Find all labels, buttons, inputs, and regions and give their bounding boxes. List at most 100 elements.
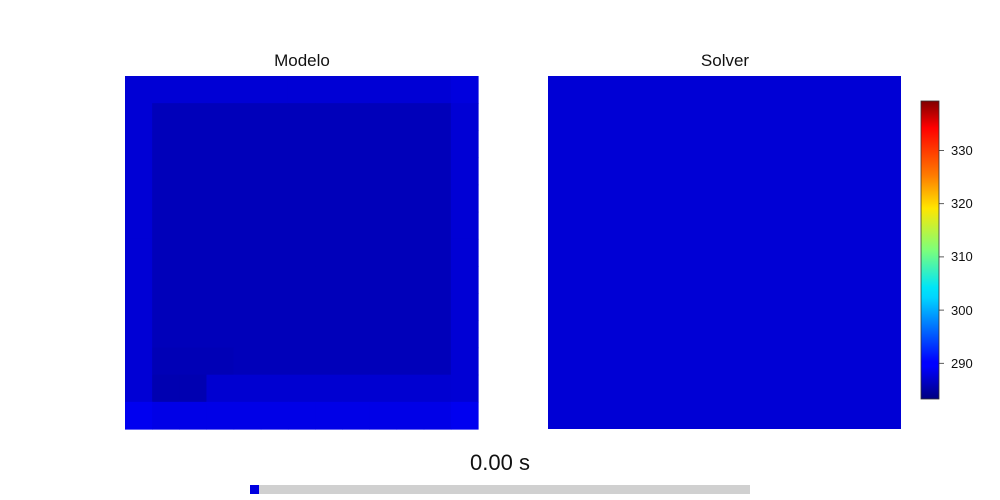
heatmap-cell xyxy=(179,266,208,294)
heatmap-cell xyxy=(260,266,289,294)
time-label: 0.00 s xyxy=(470,450,530,475)
heatmap-cell xyxy=(342,130,370,159)
heatmap-cell xyxy=(152,374,180,403)
heatmap-cell xyxy=(125,184,153,213)
heatmap-cell xyxy=(315,266,343,294)
colorbar-tick-label: 330 xyxy=(951,143,973,158)
heatmap-cell xyxy=(450,211,479,240)
heatmap-cell xyxy=(315,293,343,321)
heatmap-cell xyxy=(179,211,208,240)
heatmap-cell xyxy=(260,238,289,267)
heatmap-cell xyxy=(206,103,235,131)
heatmap-cell xyxy=(423,103,452,131)
heatmap-cell xyxy=(206,184,235,213)
heatmap-cell xyxy=(125,266,153,294)
heatmap-cell xyxy=(125,374,153,403)
heatmap-cell xyxy=(260,374,289,403)
heatmap-cell xyxy=(179,103,208,131)
heatmap-cell xyxy=(342,374,370,403)
heatmap-cell xyxy=(287,76,316,104)
heatmap-cell xyxy=(342,320,370,349)
heatmap-cell xyxy=(206,374,235,403)
heatmap-cell xyxy=(206,76,235,104)
time-slider[interactable] xyxy=(250,485,750,494)
heatmap-cell xyxy=(233,401,262,430)
heatmap-cell xyxy=(396,238,425,267)
heatmap-cell xyxy=(287,347,316,376)
heatmap-cell xyxy=(206,238,235,267)
heatmap-cell xyxy=(369,374,398,403)
heatmap-cell xyxy=(287,184,316,213)
heatmap-cell xyxy=(179,293,208,321)
time-slider-fill[interactable] xyxy=(250,485,259,494)
heatmap-cell xyxy=(396,293,425,321)
heatmap-cell xyxy=(342,211,370,240)
colorbar-tick-label: 310 xyxy=(951,249,973,265)
heatmap-cell xyxy=(396,130,425,159)
heatmap-cell xyxy=(287,157,316,186)
heatmap-cell xyxy=(260,130,289,159)
heatmap-cell xyxy=(152,293,180,321)
heatmap-cell xyxy=(152,347,180,376)
colorbar-tick-label: 290 xyxy=(951,355,973,371)
heatmap-cell xyxy=(287,211,316,240)
heatmap-cell xyxy=(315,320,343,349)
heatmap-cell xyxy=(260,157,289,186)
heatmap-cell xyxy=(315,347,343,376)
heatmap-cell xyxy=(315,103,343,131)
heatmap-cell xyxy=(233,130,262,159)
heatmap-cell xyxy=(342,103,370,131)
heatmap-cell xyxy=(287,401,316,430)
heatmap-cell xyxy=(260,401,289,430)
heatmap-cell xyxy=(450,238,479,267)
heatmap-cell xyxy=(369,238,398,267)
heatmap-cell xyxy=(179,157,208,186)
heatmap-cell xyxy=(369,347,398,376)
heatmap-cell xyxy=(315,211,343,240)
heatmap-cell xyxy=(423,157,452,186)
heatmap-cell xyxy=(450,347,479,376)
heatmap-cell xyxy=(152,211,180,240)
heatmap-cell xyxy=(342,293,370,321)
heatmap-cell xyxy=(287,238,316,267)
heatmap-cell xyxy=(233,347,262,376)
heatmap-cell xyxy=(179,401,208,430)
heatmap-cell xyxy=(423,293,452,321)
heatmap-cell xyxy=(396,184,425,213)
heatmap-cell xyxy=(342,266,370,294)
heatmap-cell xyxy=(287,130,316,159)
heatmap-cell xyxy=(152,76,180,104)
colorbar-tick-label: 320 xyxy=(951,196,973,212)
heatmap-cell xyxy=(450,293,479,321)
colorbar-ticks xyxy=(939,150,944,364)
heatmap-cell xyxy=(233,293,262,321)
heatmap-cell xyxy=(342,401,370,430)
heatmap-cell xyxy=(206,293,235,321)
heatmap-cell xyxy=(342,157,370,186)
colorbar-tick-label: 300 xyxy=(951,302,973,318)
heatmap-cell xyxy=(315,76,343,104)
heatmap-cell xyxy=(152,401,180,430)
heatmap-cell xyxy=(315,401,343,430)
heatmap-cell xyxy=(450,76,479,104)
heatmap-cell xyxy=(342,347,370,376)
colorbar xyxy=(920,100,940,400)
heatmap-cell xyxy=(125,130,153,159)
heatmap-cell xyxy=(206,211,235,240)
heatmap-cell xyxy=(396,401,425,430)
heatmap-cell xyxy=(206,157,235,186)
heatmap-cell xyxy=(369,266,398,294)
heatmap-cell xyxy=(152,266,180,294)
heatmap-cell xyxy=(125,76,153,104)
heatmap-cell xyxy=(423,211,452,240)
heatmap-cell xyxy=(423,401,452,430)
heatmap-cell xyxy=(396,76,425,104)
heatmap-cell xyxy=(396,374,425,403)
heatmap-cell xyxy=(233,157,262,186)
heatmap-cell xyxy=(125,401,153,430)
heatmap-cell xyxy=(396,320,425,349)
heatmap-cell xyxy=(125,347,153,376)
heatmap-cell xyxy=(179,320,208,349)
